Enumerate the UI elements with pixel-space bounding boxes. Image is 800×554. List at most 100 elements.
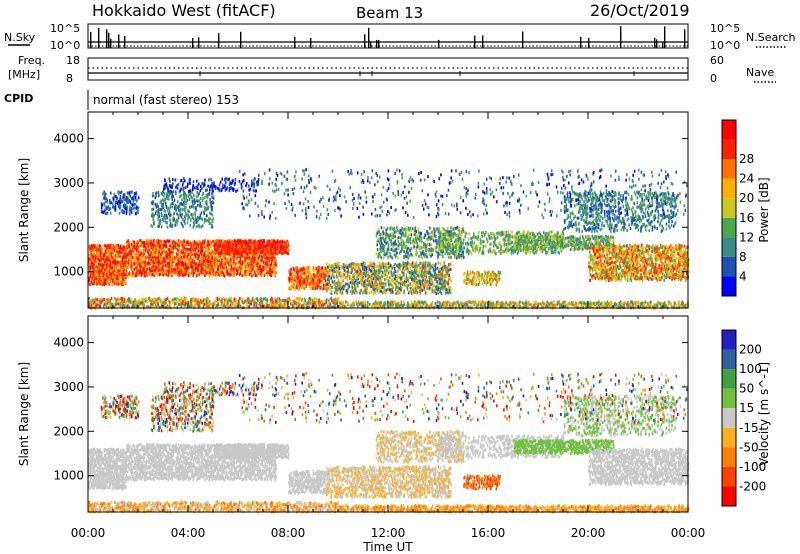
power-point — [361, 271, 364, 275]
power-point — [179, 208, 182, 212]
power-point — [261, 273, 264, 277]
power-point — [288, 297, 291, 300]
power-point — [198, 192, 200, 196]
power-point — [234, 177, 237, 181]
power-point — [195, 297, 197, 301]
power-point — [405, 275, 408, 279]
power-point — [157, 191, 160, 195]
power-point — [209, 201, 212, 204]
power-point — [251, 274, 253, 278]
power-point — [166, 216, 169, 220]
power-point — [390, 264, 392, 268]
power-point — [350, 289, 353, 293]
power-point — [232, 179, 234, 183]
power-point — [128, 245, 131, 249]
power-point — [95, 302, 97, 306]
power-point — [182, 181, 184, 185]
power-point — [181, 258, 184, 261]
power-point — [161, 240, 164, 244]
radar-name: Hokkaido West (fitACF) — [92, 1, 276, 20]
power-point — [183, 239, 185, 243]
power-point — [134, 202, 137, 206]
power-point — [242, 240, 244, 244]
noise-bar — [620, 26, 622, 48]
power-point — [162, 190, 164, 194]
power-point — [210, 270, 213, 274]
power-point — [218, 187, 220, 191]
power-point — [200, 211, 203, 215]
power-point — [202, 191, 204, 195]
power-point — [243, 250, 245, 254]
power-point — [387, 271, 390, 275]
power-point — [199, 189, 202, 193]
power-point — [205, 199, 208, 203]
noise-bar — [98, 27, 100, 48]
power-point — [281, 298, 283, 302]
power-point — [331, 268, 334, 272]
power-point — [112, 270, 115, 274]
power-point — [403, 261, 406, 265]
power-point — [190, 250, 192, 254]
power-point — [249, 251, 251, 255]
power-point — [415, 275, 418, 279]
power-point — [245, 181, 248, 185]
power-point — [164, 179, 166, 182]
power-point — [234, 181, 236, 185]
power-point — [217, 302, 219, 306]
noise-bar — [198, 37, 200, 48]
power-point — [175, 300, 178, 304]
power-point — [155, 304, 158, 308]
power-point — [91, 298, 94, 302]
power-point — [204, 254, 207, 258]
power-point — [331, 285, 334, 289]
power-point — [152, 264, 155, 268]
power-point — [366, 286, 369, 290]
power-point — [126, 205, 129, 209]
power-point — [149, 298, 151, 302]
power-point — [301, 298, 303, 302]
power-point — [182, 218, 184, 222]
power-point — [195, 179, 198, 183]
power-point — [152, 298, 154, 302]
power-point — [314, 297, 316, 301]
power-point — [153, 239, 155, 243]
power-point — [185, 206, 187, 209]
power-point — [156, 213, 159, 217]
power-point — [101, 203, 104, 207]
power-point — [192, 217, 195, 221]
power-point — [113, 193, 116, 196]
power-point — [225, 265, 228, 269]
power-point — [238, 179, 241, 183]
power-point — [262, 241, 264, 244]
power-point — [168, 239, 171, 243]
power-point — [204, 196, 206, 200]
power-point — [382, 281, 385, 285]
power-point — [377, 274, 380, 278]
power-point — [219, 265, 222, 269]
freq-label: Freq. — [18, 54, 45, 67]
power-point — [166, 225, 169, 229]
power-point — [204, 209, 206, 213]
power-point — [161, 250, 164, 254]
power-point — [191, 196, 193, 200]
power-point — [236, 188, 239, 192]
power-point — [121, 296, 124, 300]
power-point — [268, 264, 271, 267]
power-point — [110, 252, 113, 256]
power-point — [221, 259, 224, 263]
power-point — [171, 198, 174, 201]
noise-bar — [106, 29, 108, 48]
power-point — [178, 246, 181, 250]
power-point — [316, 277, 318, 281]
power-point — [166, 255, 169, 259]
power-point — [173, 297, 175, 301]
power-point — [234, 266, 236, 270]
power-point — [212, 217, 215, 221]
power-point — [391, 290, 394, 293]
power-point — [219, 180, 222, 184]
power-point — [168, 248, 171, 252]
noise-bars — [88, 26, 688, 48]
power-point — [180, 202, 182, 206]
freq-strip-frame — [87, 57, 689, 81]
power-point — [256, 304, 259, 307]
